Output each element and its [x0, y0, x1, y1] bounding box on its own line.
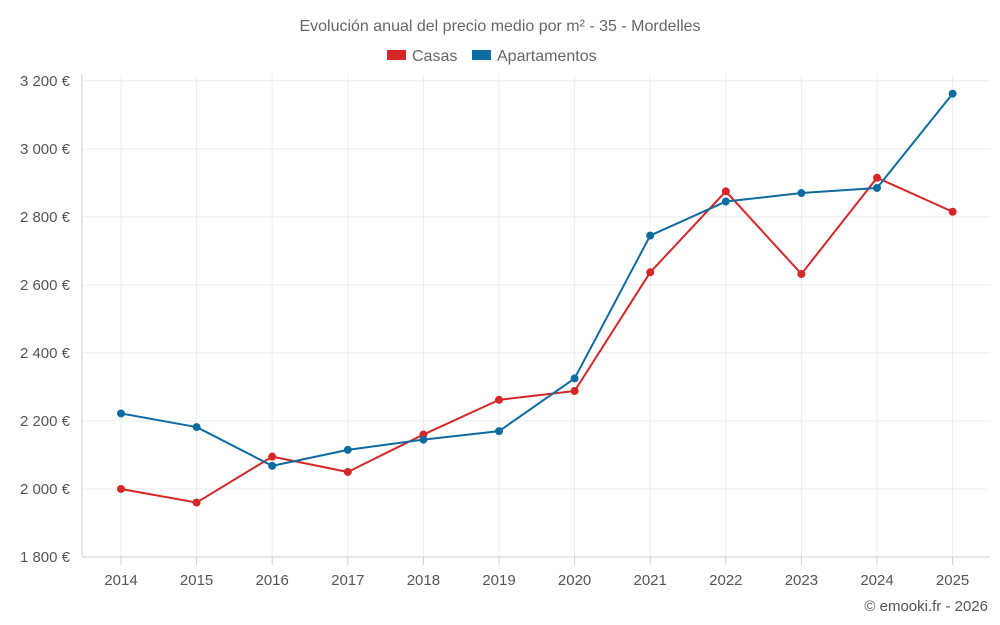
- data-point-casas[interactable]: [646, 268, 655, 277]
- y-tick-label: 3 200 €: [20, 73, 71, 90]
- legend-label-casas: Casas: [412, 48, 457, 65]
- y-tick-label: 2 200 €: [20, 413, 71, 430]
- data-point-apartamentos[interactable]: [721, 197, 730, 206]
- y-gridlines: [82, 80, 990, 490]
- data-point-casas[interactable]: [268, 452, 277, 461]
- x-tick-label: 2021: [634, 572, 667, 589]
- series-layer: [117, 89, 957, 507]
- x-tick-label: 2024: [860, 572, 893, 589]
- data-point-casas[interactable]: [797, 270, 806, 279]
- legend-label-apartamentos: Apartamentos: [497, 48, 597, 65]
- legend-swatch-casas: [387, 50, 406, 60]
- y-tick-label: 2 600 €: [20, 277, 71, 294]
- x-tick-label: 2019: [482, 572, 515, 589]
- data-point-apartamentos[interactable]: [495, 427, 503, 436]
- chart-title: Evolución anual del precio medio por m² …: [299, 18, 700, 35]
- data-point-casas[interactable]: [721, 187, 730, 196]
- data-point-casas[interactable]: [948, 207, 957, 216]
- series-apartamentos: [117, 89, 957, 470]
- y-tick-label: 1 800 €: [20, 549, 71, 566]
- x-tick-label: 2022: [709, 572, 742, 589]
- data-point-apartamentos[interactable]: [948, 89, 957, 98]
- credit-text: © emooki.fr - 2026: [864, 598, 988, 615]
- data-point-casas[interactable]: [495, 395, 503, 404]
- data-point-apartamentos[interactable]: [873, 183, 881, 192]
- x-tick-label: 2016: [256, 572, 289, 589]
- data-point-apartamentos[interactable]: [268, 461, 277, 470]
- data-point-apartamentos[interactable]: [343, 445, 352, 454]
- y-tick-label: 2 400 €: [20, 345, 71, 362]
- legend-item-apartamentos[interactable]: Apartamentos: [472, 48, 597, 65]
- data-point-apartamentos[interactable]: [117, 409, 125, 418]
- x-tick-label: 2014: [104, 572, 137, 589]
- legend-swatch-apartamentos: [472, 50, 491, 60]
- data-point-apartamentos[interactable]: [797, 189, 806, 198]
- x-tick-label: 2023: [785, 572, 818, 589]
- y-tick-label: 2 000 €: [20, 481, 71, 498]
- series-line-apartamentos: [120, 93, 954, 467]
- data-point-casas[interactable]: [873, 173, 881, 182]
- x-tick-label: 2018: [407, 572, 440, 589]
- data-point-apartamentos[interactable]: [192, 423, 201, 432]
- data-point-casas[interactable]: [117, 484, 125, 493]
- data-point-apartamentos[interactable]: [419, 435, 428, 444]
- x-tick-label: 2025: [936, 572, 969, 589]
- y-tick-label: 3 000 €: [20, 141, 71, 158]
- data-point-casas[interactable]: [192, 498, 201, 507]
- series-casas: [117, 173, 957, 507]
- data-point-casas[interactable]: [570, 387, 579, 396]
- x-axis-ticks: 2014 2015 2016 2017 2018 2019 2020 2021 2022 2023…: [104, 557, 969, 589]
- x-gridlines: [120, 74, 954, 557]
- y-axis-ticks: 1 800 € 2 000 € 2 200 € 2 400 € 2 600 € 2 800…: [20, 73, 71, 566]
- x-tick-label: 2015: [180, 572, 213, 589]
- x-tick-label: 2020: [558, 572, 591, 589]
- legend-item-casas[interactable]: Casas: [387, 48, 457, 65]
- data-point-apartamentos[interactable]: [570, 374, 579, 383]
- x-tick-label: 2017: [331, 572, 364, 589]
- data-point-casas[interactable]: [343, 467, 352, 476]
- legend: Casas Apartamentos: [387, 48, 597, 65]
- series-line-casas: [120, 176, 954, 504]
- data-point-apartamentos[interactable]: [646, 231, 655, 240]
- y-tick-label: 2 800 €: [20, 209, 71, 226]
